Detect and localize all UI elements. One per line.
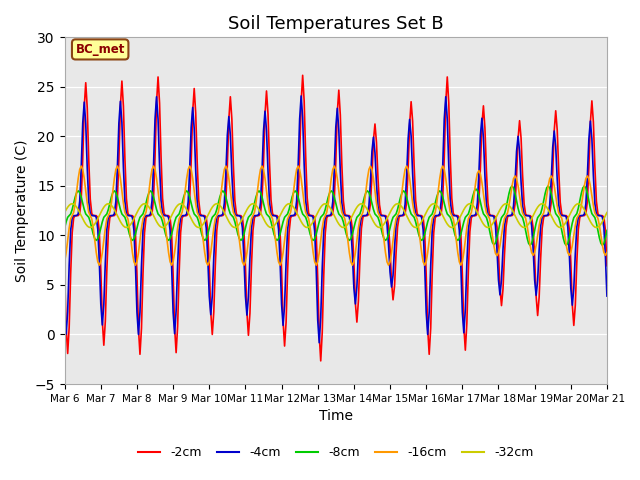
-32cm bbox=[403, 213, 410, 218]
-4cm bbox=[540, 213, 547, 218]
-16cm bbox=[540, 210, 547, 216]
Text: BC_met: BC_met bbox=[76, 43, 125, 56]
-8cm bbox=[508, 183, 516, 189]
-4cm bbox=[603, 293, 611, 299]
-4cm bbox=[162, 213, 170, 218]
Line: -16cm: -16cm bbox=[65, 166, 607, 265]
-2cm bbox=[299, 72, 307, 78]
Line: -4cm: -4cm bbox=[65, 96, 607, 343]
-32cm bbox=[68, 201, 76, 206]
-8cm bbox=[603, 228, 611, 233]
-4cm bbox=[76, 198, 84, 204]
-2cm bbox=[317, 358, 324, 364]
-8cm bbox=[400, 188, 408, 194]
-16cm bbox=[61, 259, 68, 264]
-32cm bbox=[86, 225, 94, 230]
X-axis label: Time: Time bbox=[319, 409, 353, 423]
-2cm bbox=[603, 263, 611, 269]
-4cm bbox=[298, 93, 305, 99]
-16cm bbox=[76, 167, 84, 172]
-8cm bbox=[162, 231, 170, 237]
-32cm bbox=[372, 223, 380, 229]
-32cm bbox=[61, 210, 68, 216]
Legend: -2cm, -4cm, -8cm, -16cm, -32cm: -2cm, -4cm, -8cm, -16cm, -32cm bbox=[133, 442, 539, 465]
-2cm bbox=[372, 139, 380, 145]
-8cm bbox=[388, 219, 396, 225]
-16cm bbox=[372, 200, 380, 206]
-8cm bbox=[526, 242, 534, 248]
Line: -32cm: -32cm bbox=[65, 204, 607, 228]
-8cm bbox=[76, 190, 84, 195]
-16cm bbox=[77, 163, 85, 169]
-16cm bbox=[603, 250, 611, 255]
-2cm bbox=[390, 283, 398, 289]
Y-axis label: Soil Temperature (C): Soil Temperature (C) bbox=[15, 139, 29, 282]
-8cm bbox=[540, 198, 547, 204]
Line: -8cm: -8cm bbox=[65, 186, 607, 245]
-4cm bbox=[316, 340, 323, 346]
-8cm bbox=[370, 206, 378, 212]
-32cm bbox=[77, 213, 85, 218]
-32cm bbox=[164, 219, 172, 225]
-4cm bbox=[403, 174, 410, 180]
-2cm bbox=[540, 215, 547, 220]
-32cm bbox=[390, 203, 398, 208]
-8cm bbox=[61, 225, 68, 231]
-4cm bbox=[390, 245, 398, 251]
-4cm bbox=[372, 180, 380, 186]
-2cm bbox=[403, 199, 410, 205]
-32cm bbox=[540, 201, 547, 207]
Line: -2cm: -2cm bbox=[65, 75, 607, 361]
-16cm bbox=[403, 163, 410, 169]
-32cm bbox=[603, 210, 611, 216]
-2cm bbox=[162, 213, 170, 218]
Title: Soil Temperatures Set B: Soil Temperatures Set B bbox=[228, 15, 444, 33]
-2cm bbox=[76, 211, 84, 216]
-2cm bbox=[61, 271, 68, 277]
-16cm bbox=[164, 250, 172, 256]
-4cm bbox=[61, 309, 68, 315]
-16cm bbox=[390, 225, 398, 231]
-16cm bbox=[95, 262, 103, 268]
